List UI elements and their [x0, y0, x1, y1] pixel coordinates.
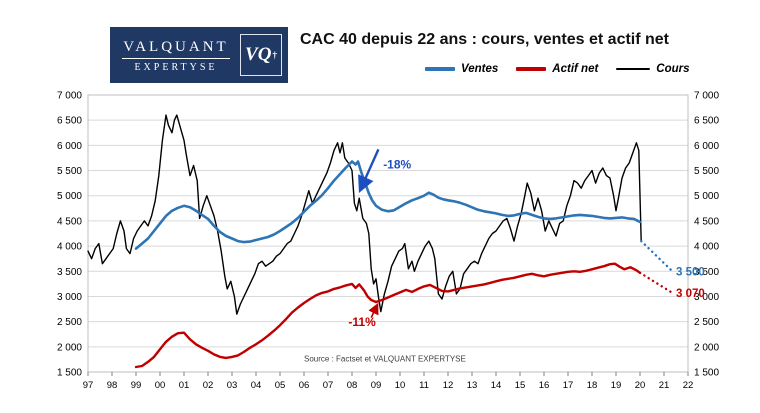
- series-projection-bleue: [640, 239, 674, 273]
- x-axis-label: 02: [203, 380, 214, 391]
- logo-divider: [122, 57, 230, 59]
- x-axis-label: 22: [683, 380, 694, 391]
- legend-item-cours: Cours: [616, 63, 690, 75]
- legend-item-ventes: Ventes: [425, 63, 498, 75]
- x-axis-label: 16: [539, 380, 550, 391]
- x-axis-label: 04: [251, 380, 262, 391]
- x-axis-label: 12: [443, 380, 454, 391]
- legend-label-cours: Cours: [656, 63, 690, 75]
- x-axis-label: 97: [83, 380, 94, 391]
- actif-net-line-swatch: [516, 67, 547, 71]
- y-axis-label-right: 2 000: [694, 342, 719, 353]
- y-axis-label-left: 3 500: [57, 267, 82, 278]
- y-axis-label-left: 4 500: [57, 216, 82, 227]
- annotation-cible-3500: 3 500: [676, 266, 705, 278]
- x-axis-label: 17: [563, 380, 574, 391]
- legend-label-ventes: Ventes: [461, 63, 499, 75]
- annotation-arrow-baisse-ventes: [358, 148, 380, 193]
- y-axis-label-left: 5 500: [57, 166, 82, 177]
- x-axis-label: 18: [587, 380, 598, 391]
- x-axis-label: 20: [635, 380, 646, 391]
- logo-subname: EXPERTYSE: [134, 61, 218, 73]
- x-axis-label: 03: [227, 380, 238, 391]
- x-axis-label: 01: [179, 380, 190, 391]
- chart-legend: Ventes Actif net Cours: [425, 63, 690, 75]
- x-axis-label: 98: [107, 380, 118, 391]
- logo-name: VALQUANT: [123, 38, 229, 55]
- y-axis-label-right: 3 500: [694, 267, 719, 278]
- x-axis-label: 07: [323, 380, 334, 391]
- y-axis-label-left: 2 500: [57, 317, 82, 328]
- y-axis-label-right: 6 500: [694, 116, 719, 127]
- y-axis-label-left: 6 500: [57, 116, 82, 127]
- x-axis-label: 21: [659, 380, 670, 391]
- plot-border: [87, 94, 689, 373]
- cours-line-swatch: [616, 68, 651, 70]
- annotation-arrow-baisse-actif-net: [368, 302, 379, 318]
- x-axis-label: 10: [395, 380, 406, 391]
- legend-item-actif-net: Actif net: [516, 63, 598, 75]
- y-axis-label-left: 1 500: [57, 368, 82, 379]
- x-axis-label: 08: [347, 380, 358, 391]
- vq-letters: VQ: [245, 44, 272, 65]
- x-axis-label: 13: [467, 380, 478, 391]
- x-axis-label: 09: [371, 380, 382, 391]
- y-axis-label-right: 3 000: [694, 292, 719, 303]
- series-projection-rouge: [638, 271, 674, 295]
- x-axis-label: 99: [131, 380, 142, 391]
- y-axis-label-right: 4 000: [694, 242, 719, 253]
- x-axis-label: 06: [299, 380, 310, 391]
- ventes-line-swatch: [425, 67, 455, 71]
- y-axis-label-left: 6 000: [57, 141, 82, 152]
- y-axis-label-right: 5 500: [694, 166, 719, 177]
- x-axis-label: 11: [419, 380, 429, 391]
- x-axis-label: 15: [515, 380, 526, 391]
- legend-label-actif-net: Actif net: [552, 63, 599, 75]
- vq-monogram: VQ †: [240, 34, 282, 76]
- y-axis-label-right: 2 500: [694, 317, 719, 328]
- y-axis-label-right: 6 000: [694, 141, 719, 152]
- series-ventes: [134, 160, 642, 250]
- series-cours: [87, 114, 642, 315]
- logo-wordmark: VALQUANT EXPERTYSE: [118, 38, 240, 73]
- y-axis-label-left: 2 000: [57, 342, 82, 353]
- y-axis-label-right: 4 500: [694, 216, 719, 227]
- y-axis-label-left: 3 000: [57, 292, 82, 303]
- y-axis-label-left: 5 000: [57, 191, 82, 202]
- valquant-logo: VALQUANT EXPERTYSE VQ †: [110, 27, 288, 83]
- annotation-source: Source : Factset et VALQUANT EXPERTYSE: [304, 354, 466, 363]
- x-axis-label: 19: [611, 380, 622, 391]
- y-axis-label-right: 1 500: [694, 368, 719, 379]
- y-axis-label-left: 7 000: [57, 91, 82, 102]
- series-actif-net: [134, 262, 642, 369]
- y-axis-label-left: 4 000: [57, 242, 82, 253]
- x-axis-label: 14: [491, 380, 502, 391]
- page-title: CAC 40 depuis 22 ans : cours, ventes et …: [300, 31, 670, 48]
- annotation-cible-3070: 3 070: [676, 288, 705, 300]
- annotation-baisse-ventes: -18%: [383, 158, 411, 172]
- vq-dagger: †: [272, 50, 277, 60]
- y-axis-label-right: 7 000: [694, 91, 719, 102]
- annotation-baisse-actif-net: -11%: [348, 315, 376, 329]
- y-axis-label-right: 5 000: [694, 191, 719, 202]
- x-axis-label: 00: [155, 380, 166, 391]
- x-axis-label: 05: [275, 380, 286, 391]
